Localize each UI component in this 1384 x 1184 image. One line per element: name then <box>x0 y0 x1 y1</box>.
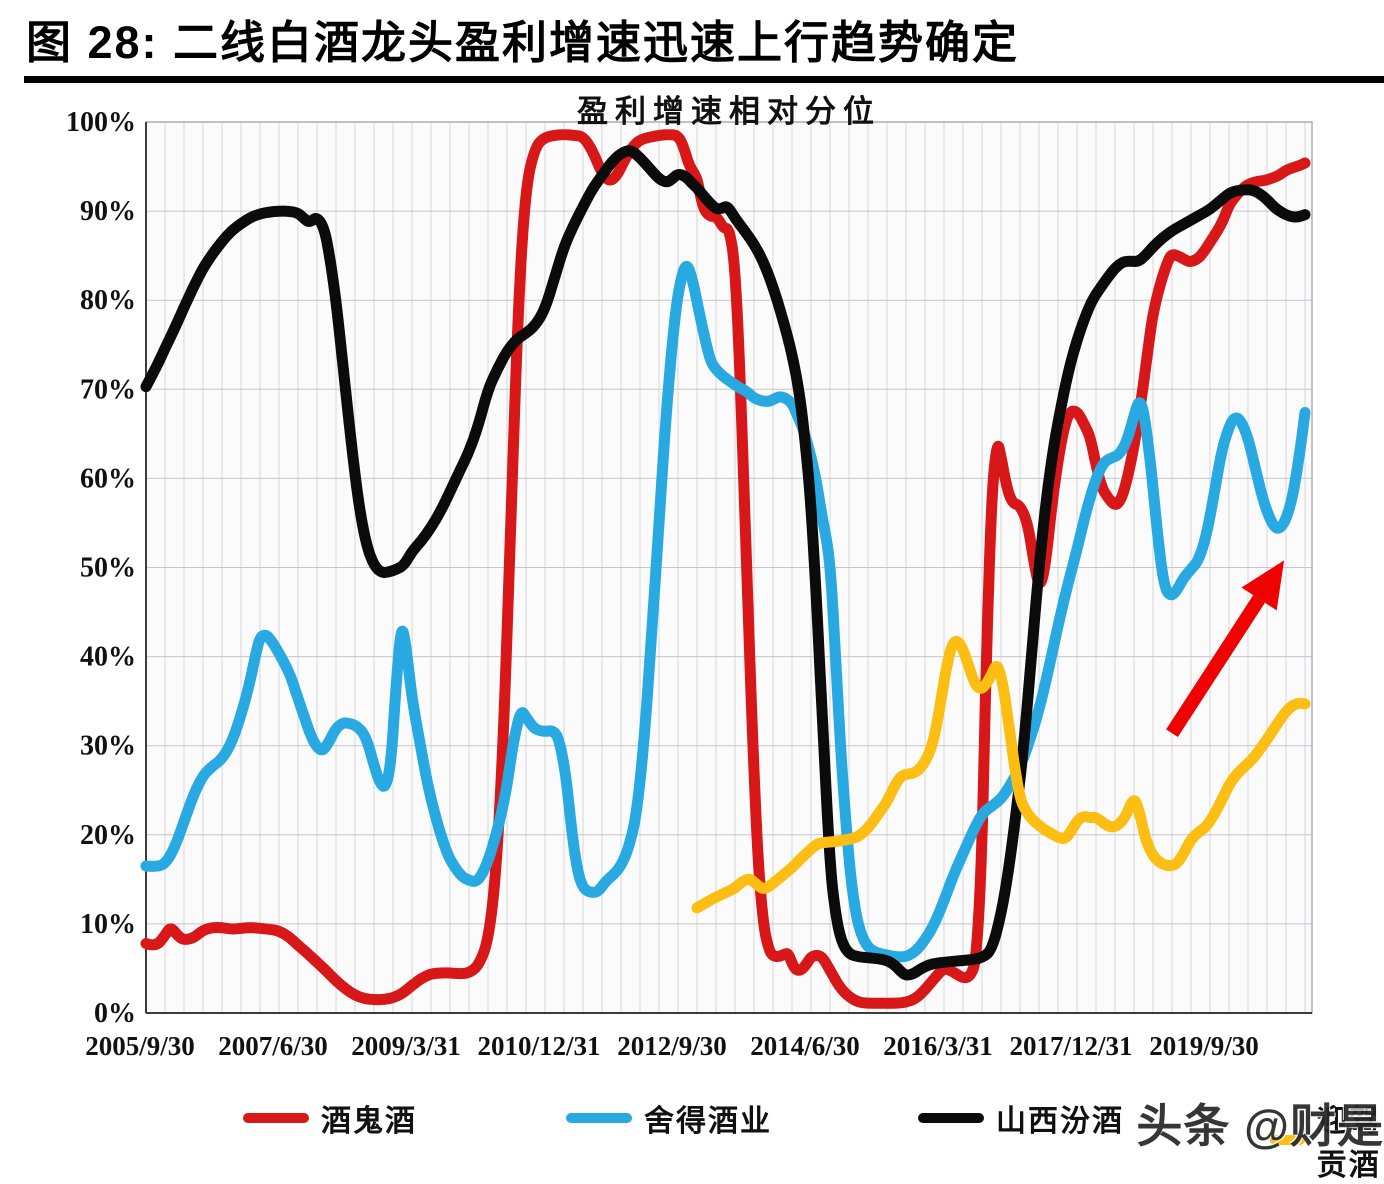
legend-item-fenjiu: 山西汾酒 <box>918 1096 1124 1140</box>
svg-text:2007/6/30: 2007/6/30 <box>218 1031 328 1061</box>
svg-text:2014/6/30: 2014/6/30 <box>750 1031 860 1061</box>
svg-text:2012/9/30: 2012/9/30 <box>617 1031 727 1061</box>
legend-label: 舍得酒业 <box>644 1105 772 1138</box>
figure-title: 图 28: 二线白酒龙头盈利增速迅速上行趋势确定 <box>26 17 1020 68</box>
svg-text:2016/3/31: 2016/3/31 <box>883 1031 993 1061</box>
legend-label: 酒鬼酒 <box>321 1105 417 1138</box>
legend-item-jiuguijiu: 酒鬼酒 <box>243 1096 417 1140</box>
svg-text:2009/3/31: 2009/3/31 <box>351 1031 461 1061</box>
svg-text:60%: 60% <box>80 463 136 494</box>
header-divider <box>24 76 1384 83</box>
watermark: 头条 @财是 <box>1136 1100 1384 1152</box>
svg-text:80%: 80% <box>80 285 136 316</box>
svg-text:2019/9/30: 2019/9/30 <box>1149 1031 1259 1061</box>
svg-text:30%: 30% <box>80 731 136 762</box>
svg-text:20%: 20% <box>80 820 136 851</box>
legend-label: 山西汾酒 <box>996 1105 1124 1138</box>
svg-text:70%: 70% <box>80 374 136 405</box>
svg-text:100%: 100% <box>66 107 136 138</box>
svg-text:10%: 10% <box>80 909 136 940</box>
legend-swatch-blue <box>566 1113 632 1123</box>
legend-swatch-yellow <box>1270 1135 1305 1145</box>
svg-text:50%: 50% <box>80 553 136 584</box>
chart-legend: 酒鬼酒 舍得酒业 山西汾酒 迎驾贡酒 <box>0 1096 1384 1182</box>
svg-text:2005/9/30: 2005/9/30 <box>85 1031 195 1061</box>
svg-text:2010/12/31: 2010/12/31 <box>477 1031 600 1061</box>
svg-text:0%: 0% <box>94 998 136 1029</box>
legend-swatch-red <box>243 1113 309 1123</box>
svg-text:2017/12/31: 2017/12/31 <box>1009 1031 1132 1061</box>
legend-item-shede: 舍得酒业 <box>566 1096 772 1140</box>
svg-text:90%: 90% <box>80 196 136 227</box>
chart-title: 盈利增速相对分位 <box>577 94 881 129</box>
legend-swatch-black <box>918 1113 984 1123</box>
svg-text:40%: 40% <box>80 642 136 673</box>
